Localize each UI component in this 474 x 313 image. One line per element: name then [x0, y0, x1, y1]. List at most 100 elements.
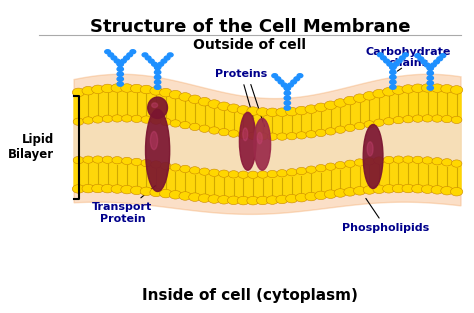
Circle shape — [390, 80, 396, 84]
Circle shape — [432, 115, 443, 122]
Circle shape — [238, 131, 248, 138]
Circle shape — [418, 57, 424, 61]
Circle shape — [82, 184, 94, 193]
Circle shape — [451, 116, 462, 124]
Circle shape — [73, 118, 84, 126]
Circle shape — [363, 92, 375, 100]
Circle shape — [209, 127, 219, 134]
Circle shape — [324, 101, 337, 110]
Circle shape — [284, 86, 290, 90]
Circle shape — [415, 54, 420, 58]
Circle shape — [295, 193, 308, 202]
Circle shape — [422, 157, 433, 164]
Circle shape — [155, 65, 161, 69]
Circle shape — [256, 196, 269, 205]
Circle shape — [284, 101, 291, 105]
Circle shape — [118, 62, 123, 66]
Circle shape — [198, 194, 210, 203]
Circle shape — [355, 122, 365, 130]
Circle shape — [315, 103, 327, 112]
Circle shape — [334, 99, 346, 107]
Circle shape — [335, 162, 346, 169]
Circle shape — [161, 118, 171, 126]
Circle shape — [383, 118, 394, 125]
Circle shape — [170, 120, 181, 127]
Circle shape — [294, 77, 300, 81]
Text: Outside of cell: Outside of cell — [193, 38, 307, 52]
Circle shape — [151, 161, 161, 168]
Circle shape — [160, 189, 172, 198]
Circle shape — [117, 82, 123, 86]
Circle shape — [247, 107, 259, 115]
Circle shape — [148, 59, 154, 63]
Circle shape — [169, 90, 182, 99]
Circle shape — [441, 85, 453, 93]
Circle shape — [296, 167, 307, 175]
Circle shape — [421, 84, 434, 92]
Circle shape — [266, 108, 279, 116]
Circle shape — [428, 66, 433, 70]
Circle shape — [297, 74, 303, 78]
Circle shape — [427, 71, 433, 75]
Circle shape — [437, 57, 443, 61]
Circle shape — [284, 86, 291, 90]
Circle shape — [373, 185, 385, 193]
Circle shape — [118, 62, 123, 66]
Circle shape — [267, 170, 278, 178]
Ellipse shape — [363, 125, 383, 188]
Circle shape — [316, 165, 326, 172]
Circle shape — [161, 59, 167, 63]
Text: Transport
Protein: Transport Protein — [92, 186, 155, 224]
Text: Phospholipids: Phospholipids — [342, 198, 429, 233]
Circle shape — [275, 77, 281, 81]
Circle shape — [266, 196, 279, 204]
Circle shape — [392, 86, 405, 95]
Circle shape — [374, 119, 384, 126]
Circle shape — [286, 132, 297, 140]
Circle shape — [122, 115, 132, 122]
Circle shape — [384, 59, 390, 63]
Text: Structure of the Cell Membrane: Structure of the Cell Membrane — [90, 18, 410, 36]
Polygon shape — [74, 117, 461, 176]
Circle shape — [286, 194, 298, 203]
Ellipse shape — [254, 118, 271, 170]
Circle shape — [238, 171, 248, 178]
Ellipse shape — [239, 112, 256, 170]
Circle shape — [124, 56, 129, 60]
Circle shape — [111, 185, 123, 193]
Circle shape — [390, 65, 396, 69]
Circle shape — [208, 100, 220, 108]
Circle shape — [272, 74, 278, 78]
Circle shape — [122, 157, 132, 165]
Circle shape — [140, 187, 153, 196]
Circle shape — [108, 53, 114, 57]
Ellipse shape — [146, 109, 170, 192]
Circle shape — [284, 96, 291, 100]
Circle shape — [237, 105, 249, 114]
Circle shape — [427, 81, 433, 85]
Circle shape — [277, 133, 287, 140]
Circle shape — [117, 62, 123, 66]
Text: Carbohydrate
chains: Carbohydrate chains — [365, 47, 451, 68]
Circle shape — [431, 84, 443, 92]
Circle shape — [155, 65, 161, 69]
Circle shape — [427, 66, 433, 70]
Circle shape — [141, 116, 152, 123]
Circle shape — [295, 106, 308, 115]
Circle shape — [387, 62, 392, 66]
Circle shape — [345, 124, 355, 131]
Circle shape — [390, 85, 396, 89]
Circle shape — [218, 196, 230, 204]
Circle shape — [114, 59, 120, 63]
Circle shape — [83, 156, 93, 163]
Text: Proteins: Proteins — [215, 69, 267, 119]
Circle shape — [131, 115, 142, 122]
Polygon shape — [74, 90, 461, 135]
Circle shape — [450, 86, 463, 94]
Circle shape — [432, 157, 443, 165]
Circle shape — [284, 86, 290, 90]
Circle shape — [91, 184, 104, 193]
Circle shape — [121, 185, 133, 194]
Circle shape — [219, 128, 229, 136]
Text: Inside of cell (cytoplasm): Inside of cell (cytoplasm) — [142, 288, 358, 303]
